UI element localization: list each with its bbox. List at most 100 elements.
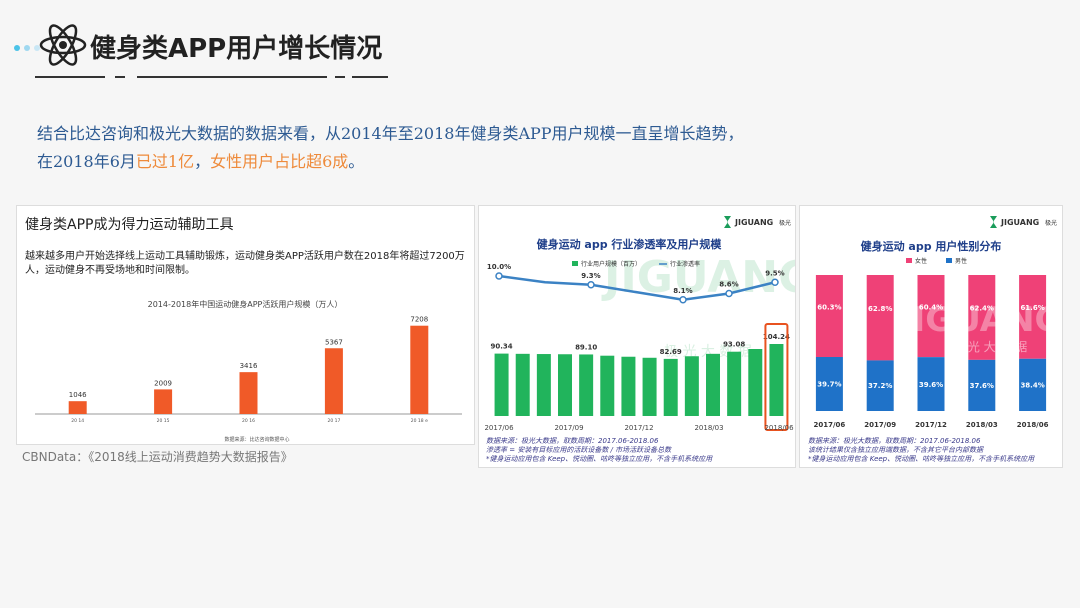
bar xyxy=(154,389,173,414)
bar xyxy=(239,372,258,414)
bar xyxy=(727,351,742,416)
data-label: 5367 xyxy=(325,338,343,346)
brand-name: JIGUANG xyxy=(734,218,773,227)
bar xyxy=(748,349,763,416)
tick-label: 2017/12 xyxy=(624,424,653,432)
chart-title: 健身运动 app 行业渗透率及用户规模 xyxy=(537,237,723,251)
highlight-box xyxy=(764,323,789,431)
data-label: 62.4% xyxy=(970,305,994,313)
bar xyxy=(684,356,699,416)
note-line: 数据来源：极光大数据，取数周期：2017.06-2018.06 xyxy=(486,437,659,445)
data-label: 90.34 xyxy=(490,343,512,351)
tick-label: 2017/06 xyxy=(814,421,846,429)
line-point xyxy=(679,296,687,304)
bar xyxy=(494,353,509,416)
intro-highlight: 已过1亿 xyxy=(135,152,195,171)
bar-male xyxy=(968,359,996,411)
title-underline xyxy=(137,76,327,78)
legend-swatch-male xyxy=(946,258,952,263)
data-label: 37.6% xyxy=(970,382,994,390)
chart-source: 数据来源：比达咨询数据中心 xyxy=(224,436,289,443)
gender-chart: JIGUANG 极光 健身运动 app 用户性别分布 女性 男性 60.3% 39… xyxy=(814,216,1062,429)
jiguang-logo-icon xyxy=(724,216,731,228)
bar-female xyxy=(866,275,894,361)
line-point xyxy=(587,281,595,289)
bar xyxy=(536,354,551,416)
data-label: 38.4% xyxy=(1020,381,1044,389)
data-label: 7208 xyxy=(410,316,428,324)
tick-label: 2018/03 xyxy=(694,424,723,432)
legend-label: 行业渗透率 xyxy=(670,260,700,268)
tick-label: 20 17 xyxy=(327,418,340,424)
data-label: 82.69 xyxy=(660,348,682,356)
tick-label: 2017/09 xyxy=(864,421,896,429)
note-line: 渗透率 = 安装有目标应用的活跃设备数 / 市场活跃设备总数 xyxy=(486,446,672,454)
tick-label: 20 18 e xyxy=(411,418,428,424)
bar xyxy=(558,354,572,416)
chart-title: 健身运动 app 用户性别分布 xyxy=(861,239,1002,253)
data-label: 8.6% xyxy=(719,281,738,289)
decorative-dots xyxy=(14,36,44,55)
bar xyxy=(621,356,636,416)
note-line: *健身运动应用包含 Keep、悦动圈、咕咚等独立应用，不含手机系统应用 xyxy=(808,455,1035,463)
data-label: 60.4% xyxy=(919,304,943,312)
dot xyxy=(14,45,20,51)
title-underline xyxy=(35,76,105,78)
card-active-users: 健身类APP成为得力运动辅助工具 越来越多用户开始选择线上运动工具辅助锻炼，运动… xyxy=(16,205,475,445)
bar xyxy=(410,325,429,414)
brand-name-cn: 极光 xyxy=(779,219,791,227)
line-point xyxy=(771,278,779,286)
watermark-cn: 极 光 大 数 据 xyxy=(952,339,1027,354)
title-underline xyxy=(115,76,125,78)
bar xyxy=(769,344,784,416)
tick-label: 2018/03 xyxy=(966,421,998,429)
note-line: *健身运动应用包含 Keep、悦动圈、咕咚等独立应用，不含手机系统应用 xyxy=(486,455,713,463)
watermark: JIGUANG xyxy=(898,300,1062,340)
legend-label: 男性 xyxy=(955,257,967,265)
data-label: 37.2% xyxy=(868,382,892,390)
tick-label: 20 14 xyxy=(71,418,84,424)
intro-line-1: 结合比达咨询和极光大数据的数据来看，从2014年至2018年健身类APP用户规模… xyxy=(37,124,744,143)
data-label: 60.3% xyxy=(817,303,841,311)
tick-label: 20 16 xyxy=(242,418,255,424)
data-label: 61.6% xyxy=(1020,304,1044,312)
jiguang-logo: JIGUANG 极光 xyxy=(724,216,791,228)
bar xyxy=(642,357,657,416)
line-point xyxy=(495,272,503,280)
brand-name: JIGUANG xyxy=(1000,218,1039,227)
brand-name-cn: 极光 xyxy=(1045,219,1057,227)
title-underline xyxy=(335,76,345,78)
tick-label: 2018/06 xyxy=(764,424,794,432)
tick-label: 2017/09 xyxy=(554,424,583,432)
intro-highlight: 女性用户占比超6成 xyxy=(210,152,349,171)
bar xyxy=(515,353,530,416)
data-label: 39.6% xyxy=(919,381,943,389)
data-label: 1046 xyxy=(69,391,87,399)
bar-female xyxy=(968,275,996,360)
card-description: 越来越多用户开始选择线上运动工具辅助锻炼，运动健身类APP活跃用户数在2018年… xyxy=(25,251,465,276)
data-label: 2009 xyxy=(154,379,172,387)
bar-male xyxy=(917,357,945,411)
intro-line-2: 在2018年6月已过1亿，女性用户占比超6成。 xyxy=(37,148,364,172)
data-label: 89.10 xyxy=(575,343,597,351)
data-label: 10.0% xyxy=(487,263,511,271)
note-line: 数据来源：极光大数据，取数周期：2017.06-2018.06 xyxy=(808,437,981,445)
bar-male xyxy=(1019,358,1047,411)
tick-label: 20 15 xyxy=(157,418,170,424)
watermark: JIGUANG xyxy=(601,252,795,303)
legend-swatch-female xyxy=(906,258,912,263)
chart-notes: 数据来源：极光大数据，取数周期：2017.06-2018.06 该统计结果仅含独… xyxy=(808,437,1034,464)
note-line: 该统计结果仅含独立应用端数据，不含其它平台内部数据 xyxy=(808,446,983,454)
bar-male xyxy=(866,360,894,411)
bar-female xyxy=(815,275,843,358)
chart-title: 2014-2018年中国运动健身APP活跃用户规模（万人） xyxy=(148,299,343,309)
data-label: 62.8% xyxy=(868,305,892,313)
intro-text: 。 xyxy=(348,152,365,171)
card-title: 健身类APP成为得力运动辅助工具 xyxy=(25,217,234,233)
bar-male xyxy=(815,357,843,411)
bar xyxy=(68,401,87,414)
bar xyxy=(324,348,343,414)
atom-icon xyxy=(39,24,87,66)
active-users-chart: 2014-2018年中国运动健身APP活跃用户规模（万人） 1046 20 14 2… xyxy=(35,299,462,443)
jiguang-logo: JIGUANG 极光 xyxy=(990,216,1057,228)
